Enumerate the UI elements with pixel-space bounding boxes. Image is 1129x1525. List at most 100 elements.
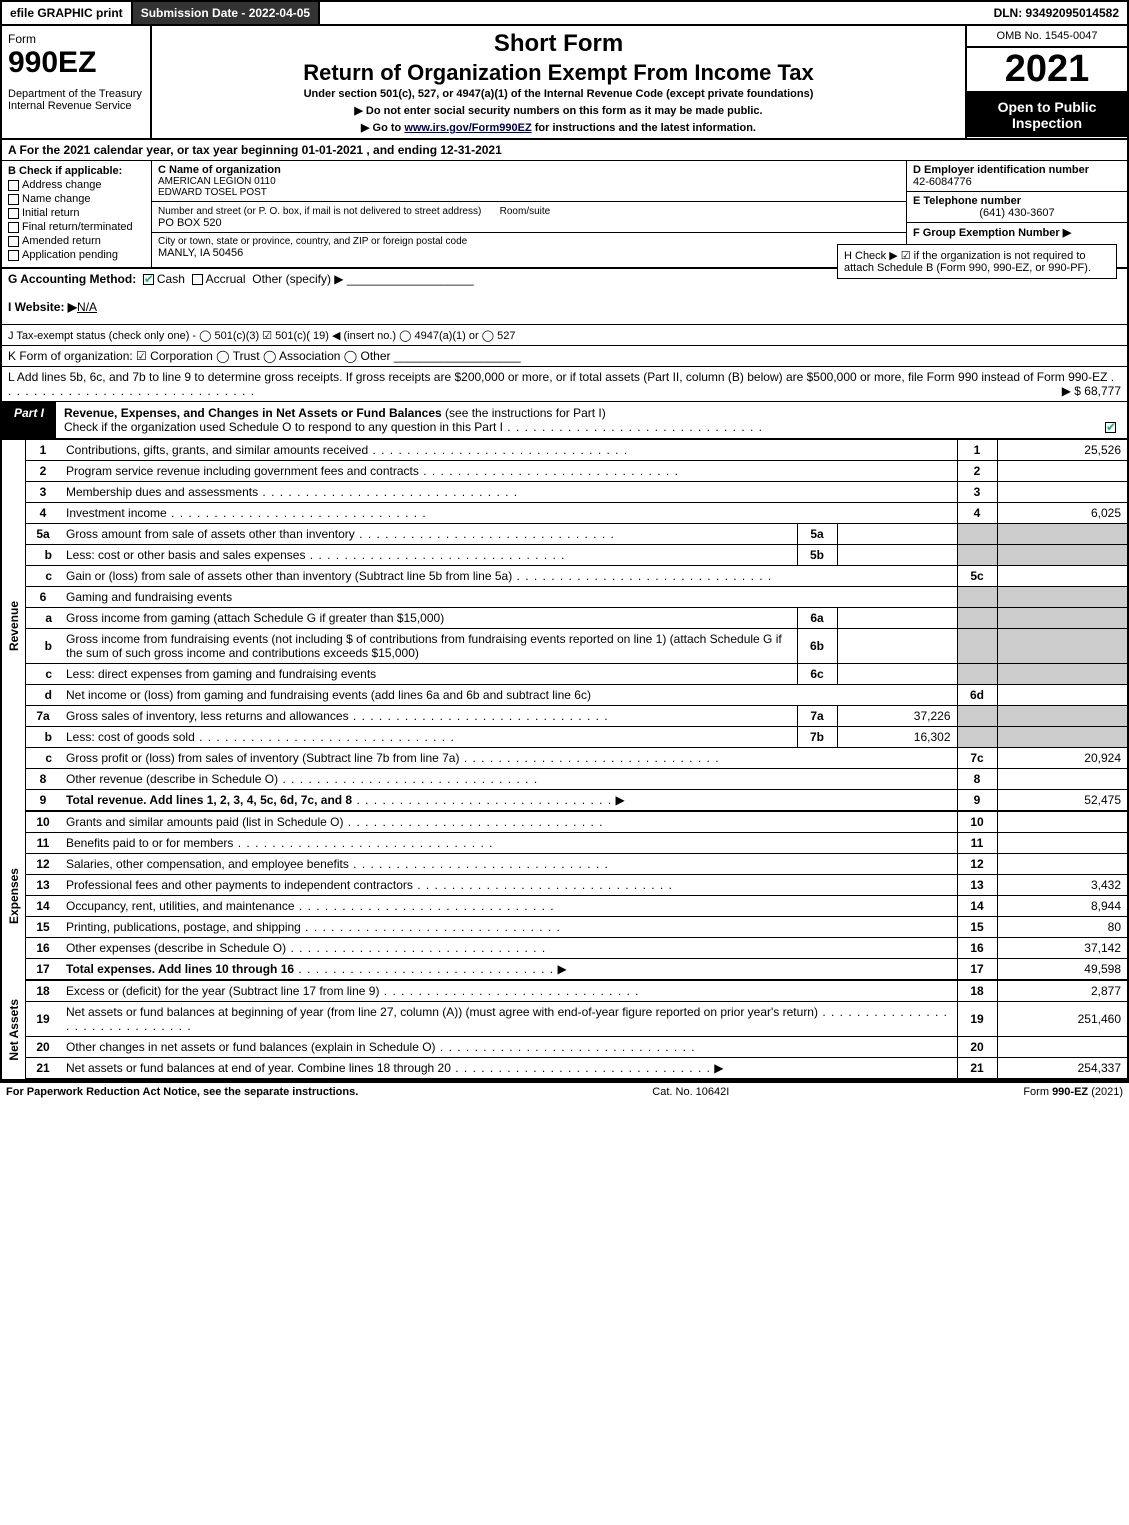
- chk-application-pending[interactable]: Application pending: [8, 249, 145, 261]
- line-L: L Add lines 5b, 6c, and 7b to line 9 to …: [0, 367, 1129, 402]
- part-I-header: Part I Revenue, Expenses, and Changes in…: [0, 402, 1129, 440]
- table-row: 18Excess or (deficit) for the year (Subt…: [26, 981, 1127, 1002]
- chk-schedule-o[interactable]: [1105, 422, 1116, 433]
- instruction-2: ▶ Go to www.irs.gov/Form990EZ for instru…: [160, 121, 957, 134]
- expenses-block: Expenses 10Grants and similar amounts pa…: [0, 812, 1129, 981]
- org-city: MANLY, IA 50456: [158, 247, 900, 259]
- expenses-table: 10Grants and similar amounts paid (list …: [26, 812, 1127, 981]
- table-row: 12Salaries, other compensation, and empl…: [26, 854, 1127, 875]
- org-address: PO BOX 520: [158, 217, 900, 229]
- table-row: 9Total revenue. Add lines 1, 2, 3, 4, 5c…: [26, 790, 1127, 812]
- part-I-check: Check if the organization used Schedule …: [64, 420, 503, 434]
- revenue-table: 1Contributions, gifts, grants, and simil…: [26, 440, 1127, 812]
- org-name-1: AMERICAN LEGION 0110: [158, 176, 900, 187]
- D-row: D Employer identification number 42-6084…: [907, 161, 1127, 192]
- table-row: 17Total expenses. Add lines 10 through 1…: [26, 959, 1127, 981]
- short-form-title: Short Form: [160, 30, 957, 58]
- part-I-title: Revenue, Expenses, and Changes in Net As…: [56, 402, 1127, 438]
- form-label: Form: [8, 32, 144, 46]
- org-name-row: C Name of organization AMERICAN LEGION 0…: [152, 161, 906, 202]
- table-row: 10Grants and similar amounts paid (list …: [26, 812, 1127, 833]
- table-row: 11Benefits paid to or for members11: [26, 833, 1127, 854]
- line-G: G Accounting Method: Cash Accrual Other …: [0, 269, 1129, 325]
- footer-left: For Paperwork Reduction Act Notice, see …: [6, 1086, 358, 1098]
- revenue-block: Revenue 1Contributions, gifts, grants, a…: [0, 440, 1129, 812]
- line-A: A For the 2021 calendar year, or tax yea…: [0, 140, 1129, 161]
- footer-center: Cat. No. 10642I: [652, 1086, 729, 1098]
- E-row: E Telephone number (641) 430-3607: [907, 192, 1127, 223]
- ein: 42-6084776: [913, 176, 972, 188]
- col-C: C Name of organization AMERICAN LEGION 0…: [152, 161, 907, 267]
- table-row: 2Program service revenue including gover…: [26, 461, 1127, 482]
- table-row: 16Other expenses (describe in Schedule O…: [26, 938, 1127, 959]
- F-row: F Group Exemption Number ▶: [907, 223, 1127, 242]
- header-center: Short Form Return of Organization Exempt…: [152, 26, 967, 138]
- addr-label: Number and street (or P. O. box, if mail…: [158, 206, 481, 217]
- chk-name-change[interactable]: Name change: [8, 193, 145, 205]
- H-box: H Check ▶ ☑ if the organization is not r…: [837, 244, 1117, 279]
- table-row: 7aGross sales of inventory, less returns…: [26, 706, 1127, 727]
- C-name-label: C Name of organization: [158, 164, 281, 176]
- table-row: bGross income from fundraising events (n…: [26, 629, 1127, 664]
- K-text: K Form of organization: ☑ Corporation ◯ …: [8, 349, 391, 363]
- L-text: L Add lines 5b, 6c, and 7b to line 9 to …: [8, 370, 1107, 384]
- G-label: G Accounting Method:: [8, 272, 136, 286]
- table-row: bLess: cost of goods sold7b16,302: [26, 727, 1127, 748]
- city-row: City or town, state or province, country…: [152, 233, 906, 262]
- part-I-note: (see the instructions for Part I): [445, 406, 606, 420]
- chk-accrual[interactable]: [192, 274, 203, 285]
- chk-amended-return[interactable]: Amended return: [8, 235, 145, 247]
- table-row: 21Net assets or fund balances at end of …: [26, 1058, 1127, 1079]
- chk-cash[interactable]: [143, 274, 154, 285]
- department: Department of the Treasury Internal Reve…: [8, 88, 144, 112]
- instruction-1: ▶ Do not enter social security numbers o…: [160, 104, 957, 117]
- B-title: B Check if applicable:: [8, 165, 122, 177]
- telephone: (641) 430-3607: [913, 207, 1121, 219]
- table-row: 6Gaming and fundraising events: [26, 587, 1127, 608]
- org-name-2: EDWARD TOSEL POST: [158, 187, 900, 198]
- form-title: Return of Organization Exempt From Incom…: [160, 60, 957, 86]
- line-K: K Form of organization: ☑ Corporation ◯ …: [0, 346, 1129, 367]
- inst2-pre: ▶ Go to: [361, 122, 404, 134]
- dln: DLN: 93492095014582: [986, 2, 1127, 24]
- irs-link[interactable]: www.irs.gov/Form990EZ: [404, 122, 531, 134]
- expenses-side-label: Expenses: [2, 812, 26, 981]
- form-header: Form 990EZ Department of the Treasury In…: [0, 24, 1129, 140]
- col-B: B Check if applicable: Address change Na…: [2, 161, 152, 267]
- tax-year: 2021: [967, 48, 1127, 93]
- table-row: 8Other revenue (describe in Schedule O)8: [26, 769, 1127, 790]
- netassets-block: Net Assets 18Excess or (deficit) for the…: [0, 981, 1129, 1081]
- E-label: E Telephone number: [913, 195, 1021, 207]
- chk-initial-return[interactable]: Initial return: [8, 207, 145, 219]
- part-I-title-text: Revenue, Expenses, and Changes in Net As…: [64, 406, 442, 420]
- chk-address-change[interactable]: Address change: [8, 179, 145, 191]
- table-row: aGross income from gaming (attach Schedu…: [26, 608, 1127, 629]
- table-row: 19Net assets or fund balances at beginni…: [26, 1002, 1127, 1037]
- table-row: cGain or (loss) from sale of assets othe…: [26, 566, 1127, 587]
- table-row: 1Contributions, gifts, grants, and simil…: [26, 440, 1127, 461]
- L-val: ▶ $ 68,777: [1062, 384, 1121, 398]
- efile-print[interactable]: efile GRAPHIC print: [2, 2, 133, 24]
- table-row: 5aGross amount from sale of assets other…: [26, 524, 1127, 545]
- part-I-tab: Part I: [2, 402, 56, 438]
- submission-date: Submission Date - 2022-04-05: [133, 2, 320, 24]
- chk-final-return[interactable]: Final return/terminated: [8, 221, 145, 233]
- website: N/A: [77, 300, 97, 314]
- footer-right: Form 990-EZ (2021): [1023, 1086, 1123, 1098]
- I-label: I Website: ▶: [8, 300, 77, 314]
- G-other: Other (specify) ▶: [252, 272, 343, 286]
- topbar: efile GRAPHIC print Submission Date - 20…: [0, 0, 1129, 24]
- line-J: J Tax-exempt status (check only one) - ◯…: [0, 325, 1129, 346]
- table-row: 15Printing, publications, postage, and s…: [26, 917, 1127, 938]
- footer: For Paperwork Reduction Act Notice, see …: [0, 1081, 1129, 1101]
- addr-row: Number and street (or P. O. box, if mail…: [152, 202, 906, 233]
- table-row: dNet income or (loss) from gaming and fu…: [26, 685, 1127, 706]
- open-to-public: Open to Public Inspection: [967, 93, 1127, 137]
- form-subtitle: Under section 501(c), 527, or 4947(a)(1)…: [160, 88, 957, 100]
- inst2-post: for instructions and the latest informat…: [532, 122, 756, 134]
- omb-number: OMB No. 1545-0047: [967, 26, 1127, 48]
- table-row: 14Occupancy, rent, utilities, and mainte…: [26, 896, 1127, 917]
- G-accrual: Accrual: [206, 272, 246, 286]
- room-label: Room/suite: [500, 206, 551, 217]
- F-label: F Group Exemption Number ▶: [913, 227, 1071, 239]
